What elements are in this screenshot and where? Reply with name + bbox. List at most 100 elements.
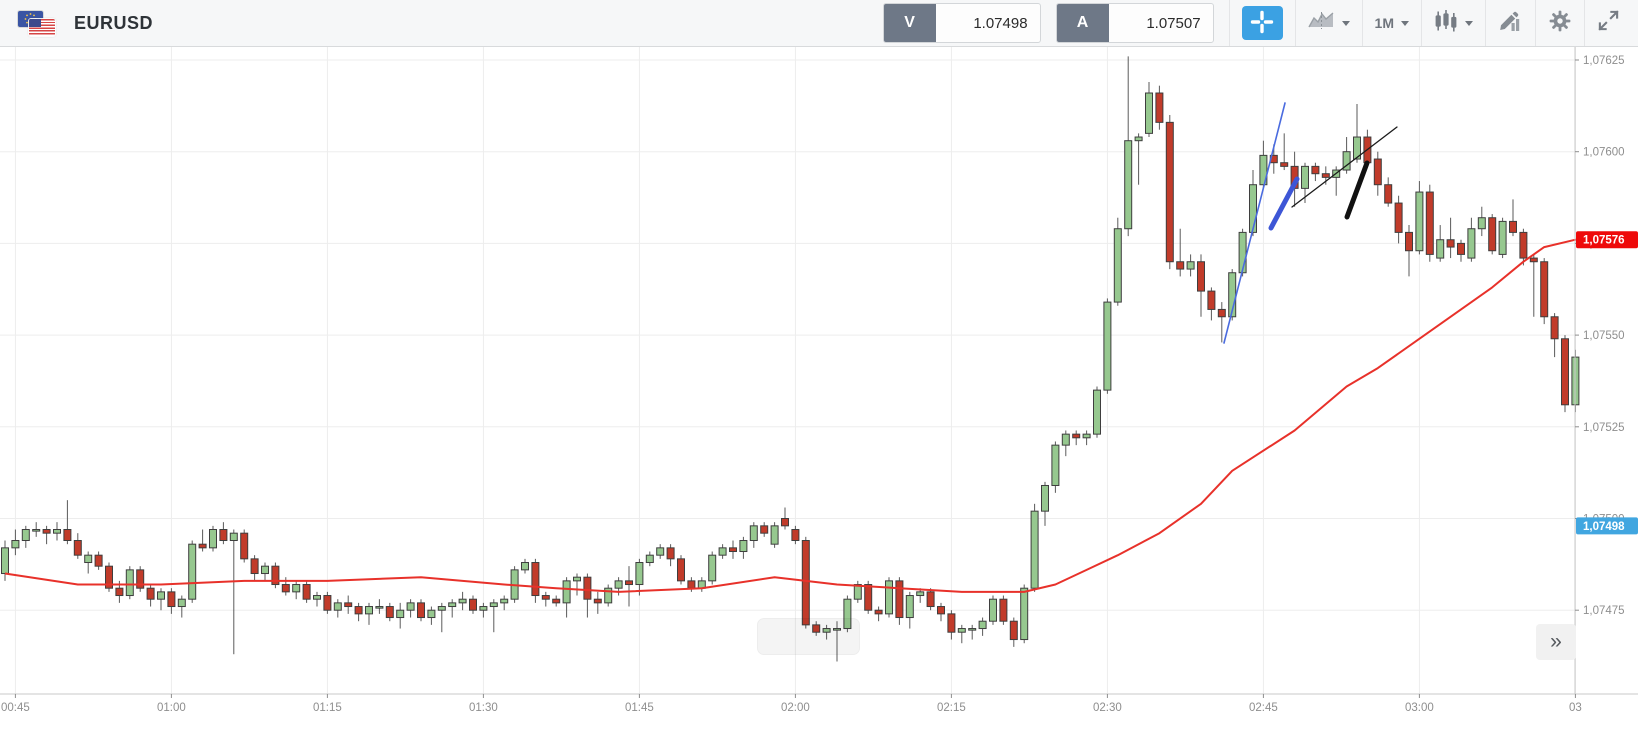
candle[interactable] <box>136 566 145 592</box>
candle[interactable] <box>1436 225 1445 262</box>
candle[interactable] <box>1373 151 1382 196</box>
candle[interactable] <box>323 591 332 614</box>
candle[interactable] <box>1113 217 1122 306</box>
candle[interactable] <box>1280 133 1289 171</box>
candle[interactable] <box>1051 441 1060 493</box>
candle[interactable] <box>1217 302 1226 343</box>
candle[interactable] <box>718 544 727 559</box>
candle[interactable] <box>957 624 966 644</box>
candle[interactable] <box>1041 481 1049 526</box>
candle[interactable] <box>427 606 436 625</box>
candle[interactable] <box>677 555 685 585</box>
candle[interactable] <box>105 562 113 592</box>
candle[interactable] <box>292 580 301 600</box>
candle[interactable] <box>1093 386 1101 438</box>
candle[interactable] <box>385 602 394 622</box>
candle[interactable] <box>1197 254 1205 317</box>
candle[interactable] <box>801 536 810 629</box>
candle[interactable] <box>1124 56 1133 237</box>
candle[interactable] <box>261 562 269 581</box>
candle[interactable] <box>729 540 737 559</box>
candle[interactable] <box>448 599 457 618</box>
candle[interactable] <box>271 562 280 589</box>
candle[interactable] <box>1353 104 1361 163</box>
candle[interactable] <box>1529 254 1538 317</box>
candle[interactable] <box>697 577 706 592</box>
candle[interactable] <box>1498 217 1507 259</box>
candle[interactable] <box>999 595 1008 625</box>
candle[interactable] <box>521 558 529 574</box>
candle[interactable] <box>489 599 498 633</box>
candle[interactable] <box>1384 177 1393 207</box>
candle[interactable] <box>1207 287 1216 321</box>
candle[interactable] <box>635 558 644 596</box>
candle[interactable] <box>1467 217 1476 262</box>
candle[interactable] <box>1446 217 1455 259</box>
candle[interactable] <box>240 529 249 563</box>
candle[interactable] <box>822 624 831 640</box>
candle[interactable] <box>760 522 769 537</box>
candle[interactable] <box>1405 225 1413 277</box>
candle[interactable] <box>1311 162 1320 182</box>
trendline-drawing[interactable] <box>1223 102 1286 344</box>
candle[interactable] <box>32 522 41 537</box>
candle[interactable] <box>365 602 373 625</box>
candle[interactable] <box>749 522 758 548</box>
candle[interactable] <box>73 533 82 559</box>
candle[interactable] <box>1134 133 1143 185</box>
candle[interactable] <box>1550 313 1559 358</box>
candle[interactable] <box>968 624 977 640</box>
candle[interactable] <box>209 525 217 552</box>
candle[interactable] <box>1165 115 1174 270</box>
draw-tools-button[interactable] <box>1485 0 1535 46</box>
candle[interactable] <box>167 588 176 614</box>
candle[interactable] <box>708 551 717 585</box>
chart-canvas[interactable]: 1,076251,076001,075751,075501,075251,075… <box>0 47 1638 727</box>
timeframe-dropdown[interactable]: 1M <box>1361 0 1421 46</box>
candle[interactable] <box>437 602 446 633</box>
candle[interactable] <box>1425 184 1434 262</box>
candle[interactable] <box>1082 430 1091 446</box>
candle[interactable] <box>396 602 405 629</box>
candle[interactable] <box>593 591 602 614</box>
candle[interactable] <box>1394 195 1403 244</box>
candle[interactable] <box>1030 503 1039 592</box>
candle[interactable] <box>157 588 165 611</box>
candle[interactable] <box>229 529 238 655</box>
candle[interactable] <box>1061 430 1070 457</box>
candle[interactable] <box>1009 617 1018 647</box>
candle[interactable] <box>926 588 935 611</box>
candle[interactable] <box>21 525 30 548</box>
chart-style-dropdown[interactable] <box>1294 0 1362 46</box>
trendline-drawing[interactable] <box>1268 176 1300 231</box>
candle[interactable] <box>219 522 228 545</box>
trendline-drawing[interactable] <box>1344 160 1370 220</box>
candle[interactable] <box>1176 228 1185 277</box>
candle[interactable] <box>531 558 540 603</box>
candle[interactable] <box>1488 214 1497 255</box>
fullscreen-button[interactable] <box>1584 0 1638 46</box>
candle[interactable] <box>1072 430 1081 446</box>
candle[interactable] <box>885 577 893 618</box>
candle[interactable] <box>895 577 904 625</box>
candle[interactable] <box>791 525 800 545</box>
crosshair-button[interactable] <box>1241 6 1283 40</box>
candle[interactable] <box>1457 239 1465 262</box>
candle[interactable] <box>84 551 93 574</box>
candle[interactable] <box>937 602 945 622</box>
candle[interactable] <box>333 599 342 618</box>
candle[interactable] <box>978 617 987 636</box>
candle[interactable] <box>1509 199 1517 237</box>
candle[interactable] <box>302 580 311 603</box>
candle[interactable] <box>42 525 51 545</box>
candle[interactable] <box>313 591 321 607</box>
candle[interactable] <box>1540 258 1549 325</box>
candle[interactable] <box>770 522 779 548</box>
candle[interactable] <box>177 595 186 618</box>
candle[interactable] <box>63 500 72 545</box>
candle[interactable] <box>11 529 20 556</box>
candle[interactable] <box>947 610 956 640</box>
candle[interactable] <box>552 595 561 607</box>
candle[interactable] <box>853 580 862 603</box>
candle[interactable] <box>916 588 925 603</box>
